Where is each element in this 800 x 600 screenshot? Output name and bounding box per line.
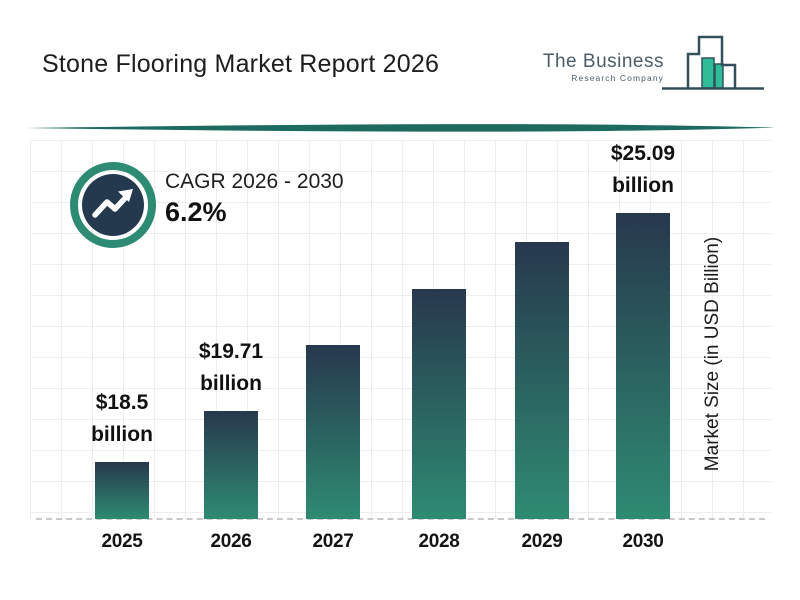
bar-2030 (616, 213, 670, 519)
bar-chart-logo-icon (662, 35, 764, 90)
logo-text: The Business Research Company (543, 52, 664, 83)
bar-2028 (412, 289, 466, 519)
cagr-period-label: CAGR 2026 - 2030 (165, 170, 344, 193)
trending-up-icon (70, 162, 156, 248)
cagr-value: 6.2% (165, 197, 227, 227)
bar-2027 (306, 345, 360, 519)
section-divider (25, 124, 775, 132)
bar-value-label-2030: $25.09 billion (610, 142, 676, 197)
logo-company-name: The Business (542, 51, 664, 72)
company-logo: The Business Research Company (530, 28, 764, 108)
bar-2029 (515, 242, 569, 519)
x-axis-label-2028: 2028 (418, 531, 460, 552)
x-axis-label-2029: 2029 (521, 531, 563, 552)
x-axis-label-2027: 2027 (312, 531, 354, 552)
x-axis-label-2026: 2026 (210, 531, 252, 552)
bar-2025 (95, 462, 149, 519)
x-axis-label-2025: 2025 (101, 531, 143, 552)
page-title: Stone Flooring Market Report 2026 (42, 50, 440, 78)
y-axis-title: Market Size (in USD Billion) (702, 236, 723, 472)
logo-company-subname: Research Company (571, 73, 664, 83)
bar-value-label-2026: $19.71 billion (198, 340, 264, 395)
bar-value-label-2025: $18.5 billion (91, 391, 153, 446)
x-axis-label-2030: 2030 (622, 531, 664, 552)
chart-baseline (36, 518, 765, 520)
bar-2026 (204, 411, 258, 519)
